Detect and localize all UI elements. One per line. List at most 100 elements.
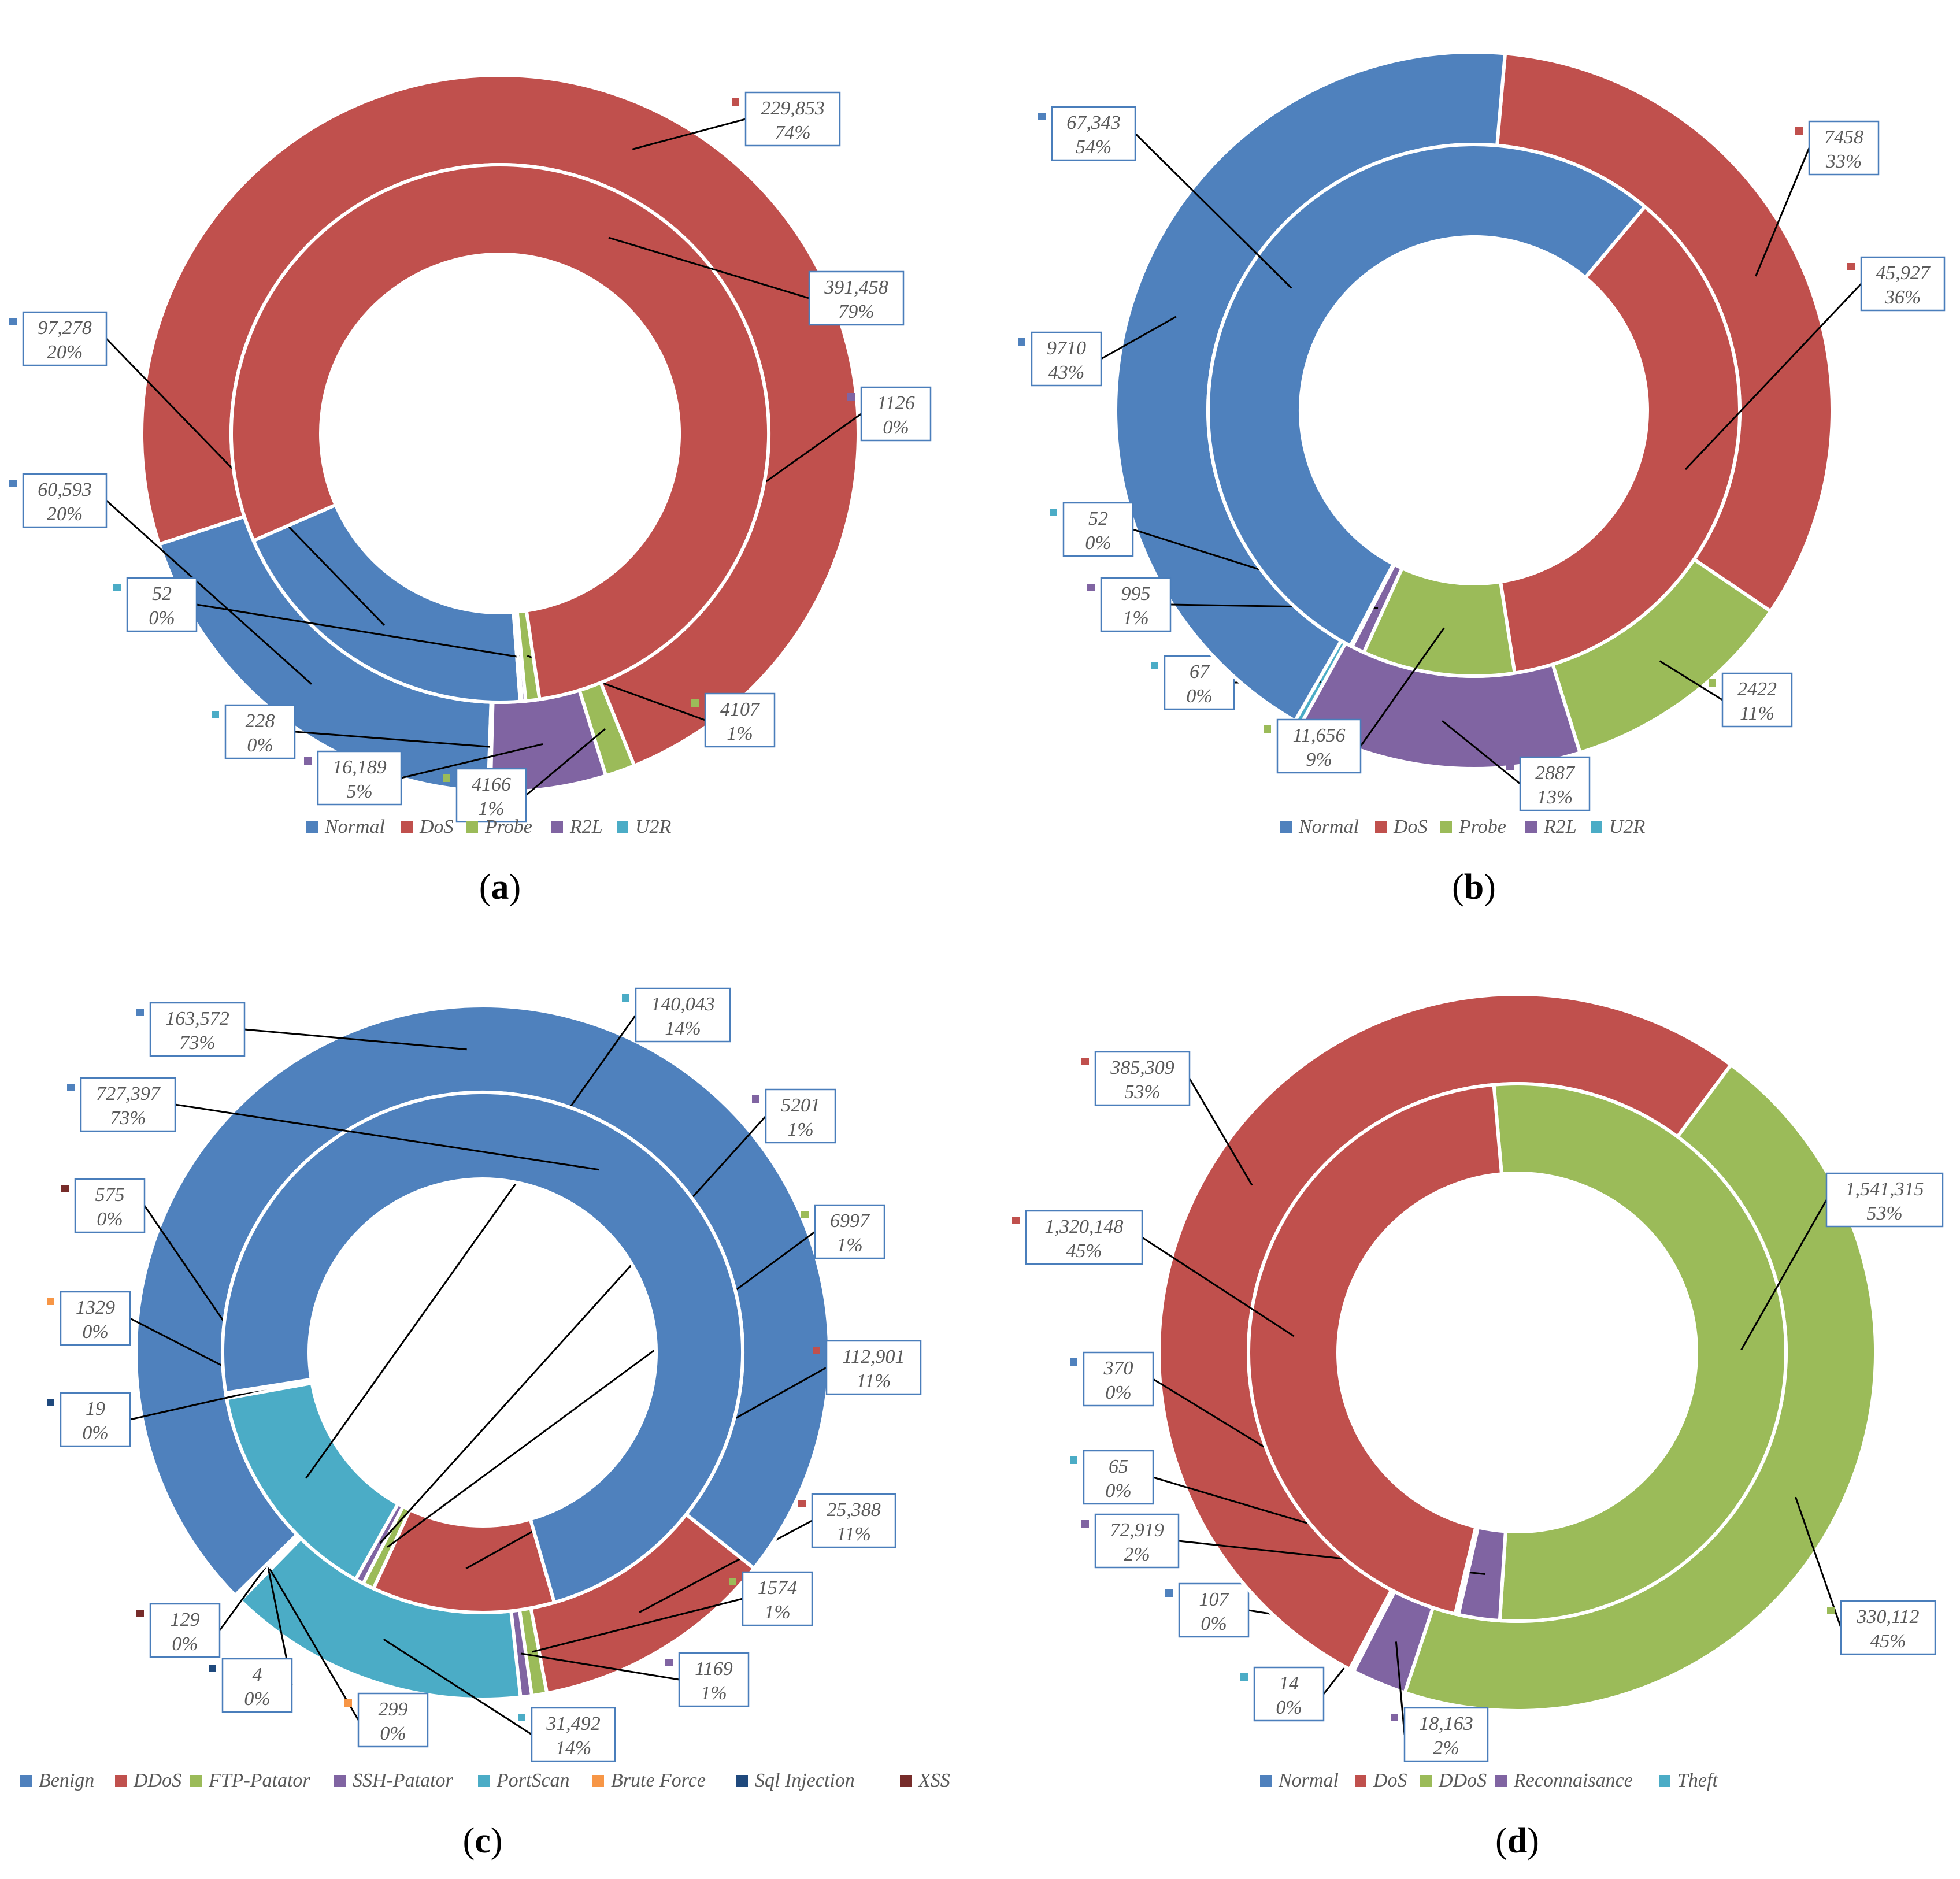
data-label-percent: 0% — [149, 607, 175, 629]
leader-line — [639, 1519, 813, 1613]
legend-swatch-icon — [1280, 821, 1292, 833]
data-label-value: 16,189 — [332, 757, 387, 778]
leader-line — [1442, 720, 1521, 785]
label-key-icon — [1151, 662, 1158, 669]
data-label-box — [74, 1178, 146, 1233]
legend-item-normal: Normal — [324, 816, 385, 837]
label-key-icon — [1081, 1520, 1089, 1528]
leader-line — [532, 1598, 743, 1653]
legend-item-sql-injection: Sql Injection — [755, 1770, 855, 1791]
data-label-percent: 0% — [1105, 1480, 1131, 1502]
data-label-value: 11,656 — [1293, 725, 1346, 746]
legend-swatch-icon — [466, 821, 478, 833]
data-label-value: 31,492 — [546, 1713, 601, 1735]
label-key-icon — [136, 1009, 144, 1016]
slice-inner-benign — [221, 1091, 744, 1605]
label-key-icon — [1081, 1058, 1089, 1065]
leader-line — [401, 743, 543, 779]
data-label-value: 60,593 — [38, 479, 92, 501]
chart-panel-c: 25,38811%15741%11691%31,49214%2990%40%12… — [20, 987, 950, 1861]
data-label-box — [80, 1077, 176, 1132]
legend-item-normal: Normal — [1278, 1770, 1339, 1791]
chart-panel-d: 330,11245%18,1632%140%1070%385,30953%1,5… — [1012, 992, 1944, 1861]
label-key-icon — [1795, 127, 1803, 135]
legend-item-theft: Theft — [1677, 1770, 1718, 1791]
label-key-icon — [1050, 509, 1057, 516]
data-label-box — [1062, 502, 1134, 557]
data-label-box — [1519, 756, 1591, 811]
legend-swatch-icon — [401, 821, 413, 833]
data-label-percent: 0% — [247, 735, 273, 756]
legend-item-xss: XSS — [917, 1770, 950, 1791]
label-key-icon — [691, 699, 699, 707]
data-label-percent: 14% — [555, 1737, 591, 1759]
data-label-percent: 0% — [82, 1422, 108, 1444]
label-key-icon — [847, 393, 855, 401]
legend-swatch-icon — [1495, 1775, 1507, 1787]
data-label-box — [814, 1204, 885, 1259]
legend-item-ssh-patator: SSH-Patator — [353, 1770, 454, 1791]
data-label-percent: 0% — [1201, 1613, 1227, 1635]
data-label-box — [1083, 1450, 1154, 1505]
data-label-percent: 0% — [172, 1633, 198, 1655]
data-label-value: 45,927 — [1876, 262, 1931, 284]
label-key-icon — [1813, 1179, 1820, 1187]
leader-line — [218, 1565, 268, 1631]
data-label-box — [678, 1652, 750, 1707]
label-key-icon — [795, 277, 803, 285]
legend-swatch-icon — [1525, 821, 1537, 833]
leader-line — [383, 1639, 532, 1736]
label-key-icon — [518, 1714, 525, 1721]
leader-line — [387, 1231, 816, 1548]
leader-line — [1795, 1496, 1842, 1628]
leader-line — [1684, 283, 1862, 470]
slice-inner-dos — [1498, 204, 1742, 675]
data-label-percent: 0% — [82, 1321, 108, 1343]
data-label-box — [1031, 331, 1102, 387]
legend-swatch-icon — [1659, 1775, 1670, 1787]
label-key-icon — [729, 1578, 736, 1585]
label-key-icon — [47, 1298, 54, 1305]
panel-caption: (c) — [463, 1821, 503, 1861]
data-label-percent: 74% — [775, 122, 810, 143]
label-key-icon — [209, 1665, 216, 1672]
label-key-icon — [136, 1610, 144, 1617]
data-label-box — [1094, 1513, 1180, 1569]
data-label-value: 112,901 — [843, 1346, 905, 1367]
label-key-icon — [1264, 725, 1271, 733]
data-label-box — [1825, 1172, 1944, 1228]
leader-line — [525, 728, 606, 796]
data-label-percent: 0% — [1276, 1697, 1302, 1718]
data-label-percent: 0% — [1105, 1382, 1131, 1403]
leader-line — [269, 1568, 360, 1721]
data-label-value: 1,541,315 — [1846, 1178, 1924, 1200]
data-label-value: 4166 — [472, 774, 511, 795]
data-label-percent: 0% — [244, 1688, 270, 1710]
data-label-value: 140,043 — [651, 994, 715, 1015]
data-label-box — [60, 1392, 131, 1447]
label-key-icon — [304, 757, 312, 765]
data-label-box — [1403, 1707, 1489, 1762]
data-label-box — [1025, 1210, 1143, 1265]
label-key-icon — [798, 1500, 806, 1507]
data-label-percent: 1% — [836, 1235, 862, 1256]
leader-line — [129, 1387, 269, 1421]
leader-line — [1134, 132, 1292, 289]
data-label-box — [860, 386, 932, 442]
label-key-icon — [1240, 1673, 1248, 1681]
chart-panel-b: 745833%242211%288713%670%971043%45,92736… — [1018, 50, 1946, 907]
data-label-box — [357, 1692, 429, 1748]
data-label-value: 330,112 — [1857, 1606, 1920, 1628]
leader-line — [1101, 316, 1177, 360]
legend-swatch-icon — [736, 1775, 748, 1787]
data-label-box — [1253, 1666, 1325, 1722]
leader-line — [1659, 660, 1723, 701]
data-label-box — [1840, 1600, 1936, 1655]
data-label-box — [1100, 577, 1172, 632]
data-label-box — [149, 1002, 246, 1057]
data-label-value: 228 — [246, 710, 275, 732]
legend-swatch-icon — [306, 821, 318, 833]
label-key-icon — [61, 1185, 69, 1192]
data-label-box — [1860, 256, 1946, 312]
data-label-box — [1051, 106, 1136, 161]
